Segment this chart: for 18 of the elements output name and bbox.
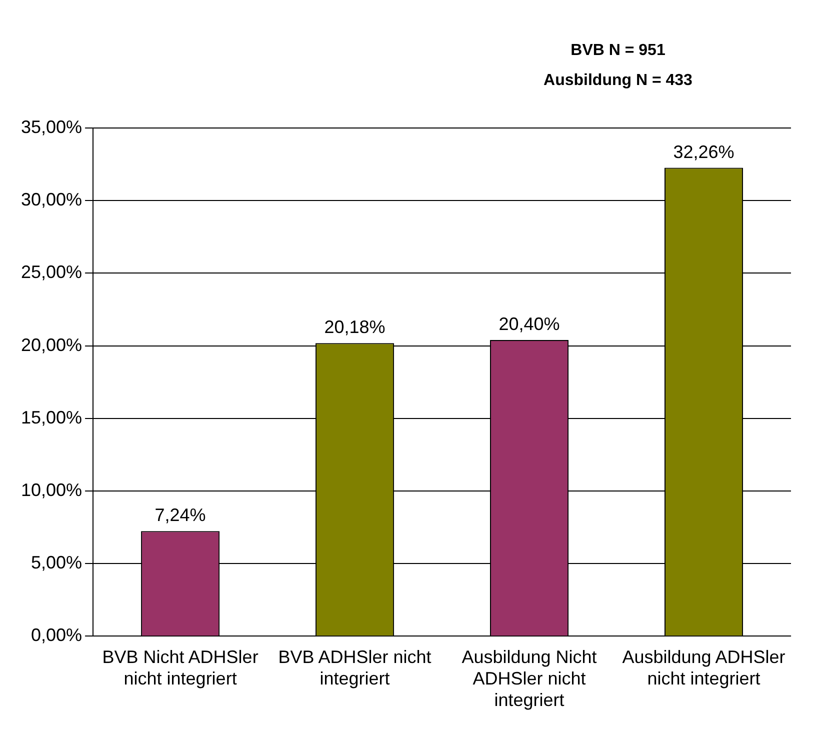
y-tick-label: 10,00% [20,480,82,500]
data-label: 20,18% [324,317,386,338]
x-tick-label: BVB ADHSler nicht integriert [278,646,432,689]
data-label: 7,24% [154,505,206,526]
x-tick-label: BVB Nicht ADHSler nicht integriert [102,646,258,689]
text: Ausbildung N = 433 [542,71,694,91]
y-tick-label: 25,00% [20,262,82,282]
x-tick-label: Ausbildung Nicht ADHSler nicht integriert [462,646,597,710]
y-tick-label: 20,00% [20,334,82,355]
x-tick-label: Ausbildung ADHSler nicht integriert [622,646,786,689]
text: BVB N = 951 [570,41,666,61]
y-tick-label: 15,00% [20,407,82,428]
data-label: 32,26% [673,142,734,162]
y-tick-label: 5,00% [31,552,82,573]
data-label: 20,40% [498,314,560,334]
y-tick-label: 30,00% [20,190,82,210]
y-tick-label: 0,00% [31,625,82,646]
y-tick-label: 35,00% [20,116,82,137]
